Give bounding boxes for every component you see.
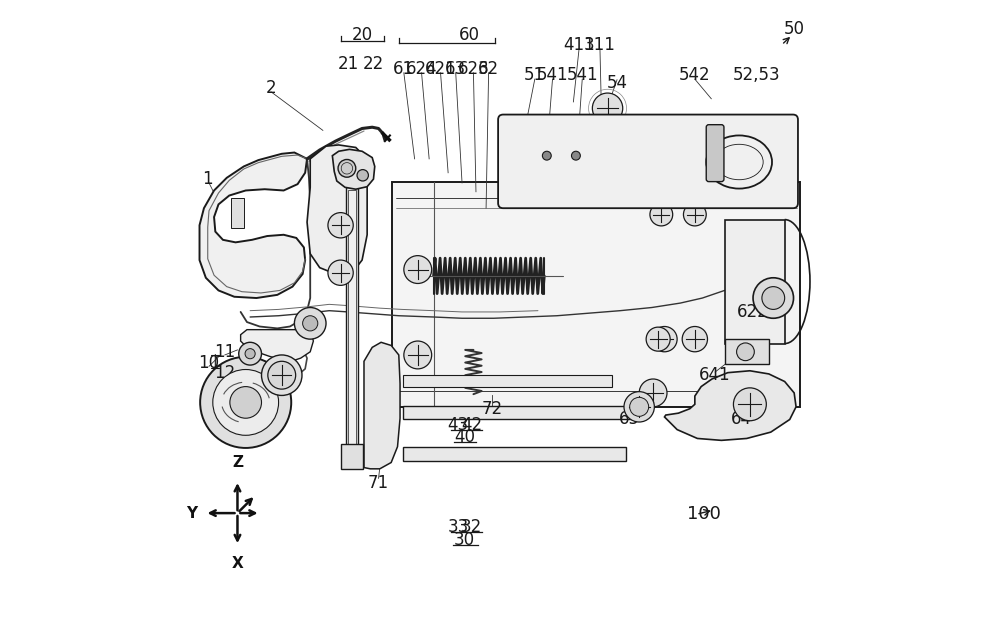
Text: 10: 10 — [198, 354, 220, 372]
Text: 12: 12 — [214, 364, 235, 382]
Polygon shape — [200, 153, 307, 298]
Bar — [341, 444, 363, 469]
Circle shape — [683, 203, 706, 226]
Text: 65: 65 — [619, 410, 640, 429]
Bar — [725, 339, 769, 365]
Circle shape — [338, 160, 356, 177]
Circle shape — [753, 278, 794, 318]
Circle shape — [646, 327, 670, 351]
Circle shape — [404, 341, 432, 369]
Circle shape — [245, 349, 255, 359]
Bar — [315, 198, 325, 217]
Text: 542: 542 — [679, 67, 711, 84]
Circle shape — [239, 342, 262, 365]
Text: 641: 641 — [699, 366, 731, 384]
Circle shape — [357, 170, 368, 181]
Text: 54: 54 — [607, 74, 628, 92]
Text: 64: 64 — [731, 410, 752, 429]
Text: 33: 33 — [448, 518, 469, 536]
Circle shape — [639, 379, 667, 407]
Polygon shape — [307, 145, 367, 274]
Text: 1: 1 — [202, 170, 213, 188]
FancyBboxPatch shape — [498, 115, 798, 208]
Circle shape — [294, 307, 326, 339]
Circle shape — [592, 93, 623, 124]
Bar — [403, 406, 634, 420]
Text: Y: Y — [186, 505, 197, 521]
Text: 642: 642 — [738, 345, 770, 363]
Text: 624: 624 — [406, 60, 437, 78]
Text: 71: 71 — [368, 474, 389, 492]
Circle shape — [328, 260, 353, 285]
FancyBboxPatch shape — [706, 125, 724, 181]
Circle shape — [733, 388, 766, 421]
Polygon shape — [364, 342, 400, 469]
Bar — [403, 448, 626, 462]
Circle shape — [630, 398, 649, 417]
Text: 50: 50 — [784, 20, 805, 38]
Text: 2: 2 — [266, 79, 276, 97]
Circle shape — [262, 355, 302, 396]
Text: 72: 72 — [482, 399, 503, 418]
Text: 20: 20 — [352, 27, 373, 44]
Text: 60: 60 — [459, 27, 480, 44]
Circle shape — [542, 152, 551, 160]
Polygon shape — [241, 330, 313, 361]
Text: 30: 30 — [454, 531, 475, 548]
Text: 32: 32 — [461, 518, 482, 536]
Text: 62: 62 — [478, 60, 499, 78]
Circle shape — [268, 361, 296, 389]
Text: 61: 61 — [393, 60, 414, 78]
Text: 622: 622 — [737, 303, 769, 321]
Text: 22: 22 — [363, 55, 384, 73]
Text: 42: 42 — [461, 415, 482, 434]
Circle shape — [624, 392, 654, 422]
Text: 541: 541 — [566, 67, 598, 84]
Bar — [231, 198, 244, 228]
Circle shape — [200, 357, 291, 448]
Text: 40: 40 — [454, 428, 475, 446]
Text: 21: 21 — [338, 55, 359, 73]
Text: X: X — [232, 556, 243, 571]
Bar — [392, 182, 800, 407]
Text: 11: 11 — [214, 343, 235, 361]
Circle shape — [213, 370, 279, 436]
Polygon shape — [664, 371, 796, 441]
Text: 411: 411 — [563, 36, 595, 54]
Circle shape — [328, 212, 353, 238]
Text: 623: 623 — [458, 60, 489, 78]
Circle shape — [230, 387, 262, 418]
Text: 63: 63 — [445, 60, 466, 78]
Circle shape — [303, 316, 318, 331]
Polygon shape — [332, 150, 375, 189]
Bar — [348, 190, 356, 447]
Text: 52,53: 52,53 — [732, 67, 780, 84]
Text: 51: 51 — [524, 67, 545, 84]
Bar — [725, 220, 785, 344]
Bar — [346, 187, 358, 450]
Text: Z: Z — [232, 455, 243, 470]
Circle shape — [737, 343, 754, 361]
Circle shape — [650, 203, 673, 226]
Circle shape — [404, 256, 432, 283]
Text: 311: 311 — [584, 36, 616, 54]
Circle shape — [652, 327, 677, 352]
Text: 43: 43 — [448, 415, 469, 434]
Text: 100: 100 — [687, 505, 721, 524]
Bar — [403, 375, 612, 387]
Circle shape — [571, 152, 580, 160]
Circle shape — [682, 327, 707, 352]
Text: 621: 621 — [425, 60, 456, 78]
Circle shape — [762, 287, 785, 309]
Text: 541: 541 — [537, 67, 568, 84]
